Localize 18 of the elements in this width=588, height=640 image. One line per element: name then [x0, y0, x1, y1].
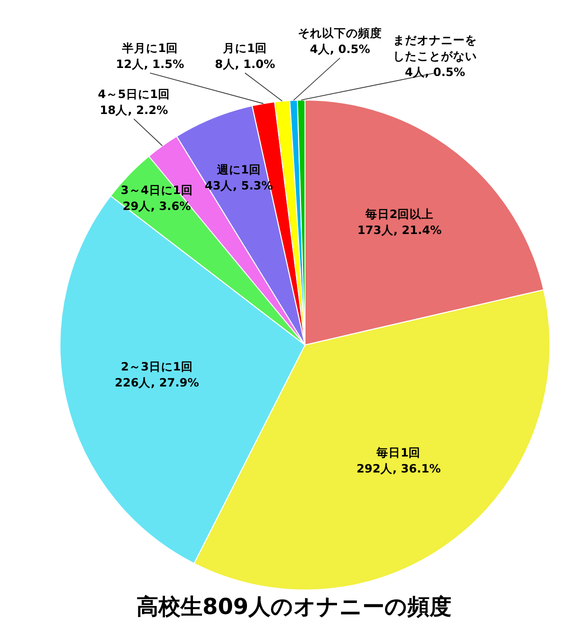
slice-label: 毎日2回以上: [364, 207, 434, 222]
data-label: 226人, 27.9%: [114, 376, 200, 390]
slice-label: 4～5日に1回: [98, 86, 170, 101]
text: 高校生809人のオナニーの頻度: [136, 594, 452, 622]
slice-label: 月に1回: [222, 41, 268, 55]
slice-label: 毎日1回: [376, 446, 421, 460]
data-label: 12人, 1.5%: [116, 57, 185, 71]
data-label: 4人, 0.5%: [310, 42, 371, 56]
slice-label: 2～3日に1回: [120, 360, 193, 374]
data-label: 173人, 21.4%: [357, 223, 442, 238]
data-label: 292人, 36.1%: [356, 462, 442, 476]
slice-label: 半月に1回: [120, 41, 178, 55]
data-label: 18人, 2.2%: [100, 102, 168, 117]
slice-label: まだオナニーをしたことがない: [393, 33, 477, 63]
data-label: 8人, 1.0%: [214, 57, 276, 71]
data-label: 29人, 3.6%: [122, 199, 192, 214]
slice-label: 週に1回: [216, 162, 261, 176]
slice-label: それ以下の頻度: [298, 26, 382, 40]
